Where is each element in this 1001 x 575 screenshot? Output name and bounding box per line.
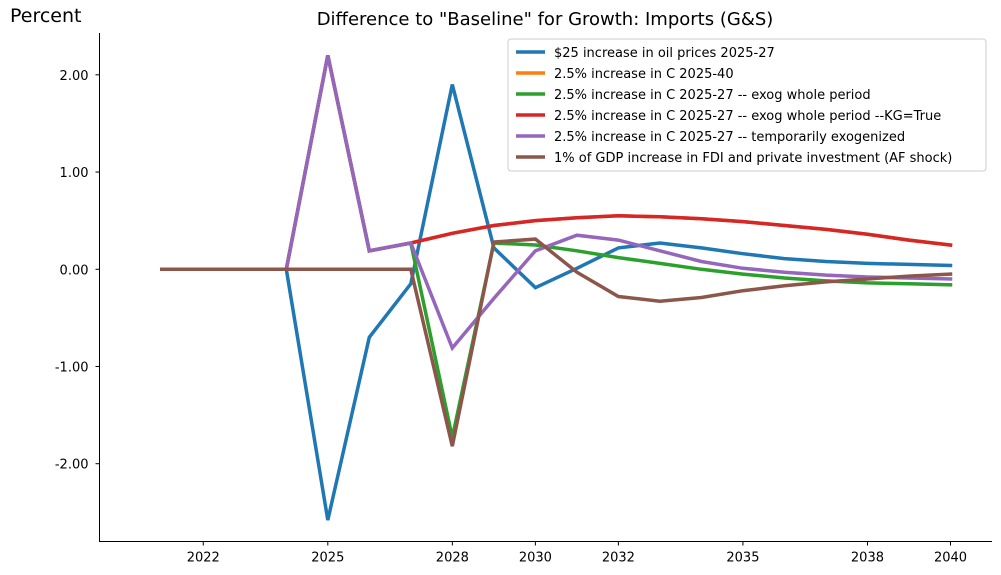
x-tick-label: 2040	[934, 551, 967, 566]
y-axis-ticks: -2.00 -1.00 0.00 1.00 2.00	[55, 69, 100, 473]
legend-label: $25 increase in oil prices 2025-27	[554, 46, 775, 61]
x-tick-label: 2028	[436, 551, 469, 566]
x-tick-label: 2022	[187, 551, 220, 566]
legend-label: 2.5% increase in C 2025-27 -- exog whole…	[554, 109, 941, 124]
series-line-6	[160, 237, 953, 447]
y-axis-label: Percent	[10, 5, 82, 27]
y-tick-label: 2.00	[60, 69, 89, 84]
chart-title: Difference to "Baseline" for Growth: Imp…	[317, 9, 774, 30]
x-axis-ticks: 2022 2025 2028 2030 2032 2035 2038 2040	[187, 541, 967, 566]
x-tick-label: 2032	[602, 551, 635, 566]
series-line-5	[160, 55, 953, 352]
y-tick-label: 1.00	[60, 166, 89, 181]
series-lines	[160, 55, 953, 521]
legend-box	[507, 38, 987, 172]
legend-label: 2.5% increase in C 2025-40	[554, 67, 734, 82]
y-tick-label: -2.00	[55, 458, 89, 473]
legend: $25 increase in oil prices 2025-27 2.5% i…	[507, 38, 987, 172]
y-tick-label: 0.00	[60, 263, 89, 278]
x-tick-label: 2025	[311, 551, 344, 566]
x-tick-label: 2030	[519, 551, 552, 566]
legend-label: 2.5% increase in C 2025-27 -- exog whole…	[554, 88, 871, 103]
x-tick-label: 2038	[851, 551, 884, 566]
x-tick-label: 2035	[726, 551, 759, 566]
axes-spines	[99, 33, 992, 542]
series-line-1	[160, 84, 953, 521]
y-tick-label: -1.00	[55, 360, 89, 375]
legend-label: 2.5% increase in C 2025-27 -- temporaril…	[554, 130, 905, 145]
legend-label: 1% of GDP increase in FDI and private in…	[554, 151, 952, 166]
